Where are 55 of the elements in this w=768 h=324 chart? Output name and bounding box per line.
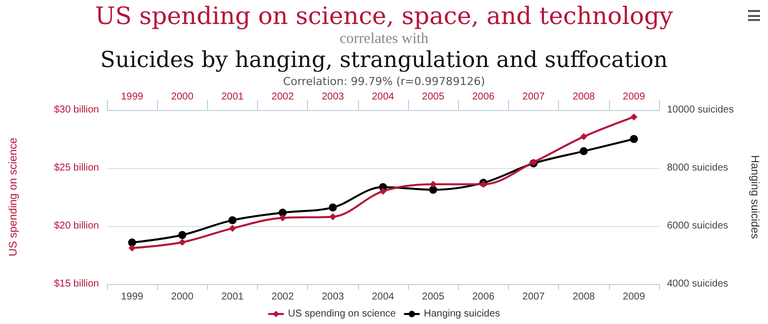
y2-tick-label: 6000 suicides: [667, 220, 728, 232]
point: [178, 238, 186, 246]
x-tick-label: 2009: [622, 292, 646, 302]
chart-subtitle: correlates with: [338, 31, 430, 48]
category-label: 2007: [522, 92, 545, 102]
point: [228, 224, 236, 232]
point: [630, 135, 638, 143]
category-label: 2008: [572, 92, 595, 102]
category-label: 2003: [322, 92, 344, 102]
x-tick-label: 1999: [120, 292, 144, 302]
x-tick-label: 2008: [572, 292, 596, 302]
x-tick-label: 2000: [171, 292, 194, 302]
point: [429, 186, 438, 194]
category-label: 2005: [422, 92, 444, 102]
x-tick-label: 2007: [522, 292, 546, 302]
point: [580, 133, 588, 140]
point: [430, 180, 437, 188]
chart-title: US spending on science, space, and technology: [94, 2, 674, 30]
y2-tick-label: 10000 suicides: [667, 104, 734, 116]
y-tick-label: $25 billion: [54, 162, 99, 174]
category-label: 2002: [272, 92, 294, 102]
point: [279, 214, 286, 222]
point: [329, 213, 336, 220]
category-label: 2000: [171, 92, 194, 102]
point: [630, 113, 638, 120]
category-label: 2004: [372, 92, 394, 102]
point: [128, 238, 136, 247]
y2-axis-title: Hanging suicides: [748, 155, 760, 240]
y-axis-title: US spending on science: [8, 138, 20, 256]
x-tick-label: 2004: [372, 292, 395, 302]
point: [228, 216, 236, 224]
y2-tick-label: 8000 suicides: [667, 162, 728, 174]
point: [278, 208, 287, 217]
y-tick-label: $30 billion: [54, 104, 99, 116]
x-tick-label: 2003: [322, 292, 344, 302]
y-tick-label: $20 billion: [54, 220, 99, 232]
legend-label: Hanging suicides: [424, 308, 500, 320]
y-tick-label: $15 billion: [54, 278, 99, 290]
y2-tick-label: 4000 suicides: [667, 278, 728, 290]
category-label: 2006: [472, 92, 494, 102]
x-tick-label: 2006: [472, 292, 495, 302]
x-tick-label: 2001: [221, 292, 244, 302]
point: [380, 188, 386, 195]
point: [328, 203, 337, 212]
legend-label: US spending on science: [288, 308, 396, 320]
category-label: 2009: [622, 92, 646, 102]
point: [128, 244, 136, 252]
text: Suicides by hanging, strangulation and suffocation: [99, 48, 669, 73]
x-tick-label: 2002: [272, 292, 294, 302]
category-label: 1999: [120, 92, 144, 102]
category-label: 2001: [221, 92, 244, 102]
point: [178, 230, 186, 239]
text: Correlation: 99.79% (r=0.99789126): [282, 75, 486, 88]
x-tick-label: 2005: [422, 292, 445, 302]
point: [580, 147, 588, 156]
